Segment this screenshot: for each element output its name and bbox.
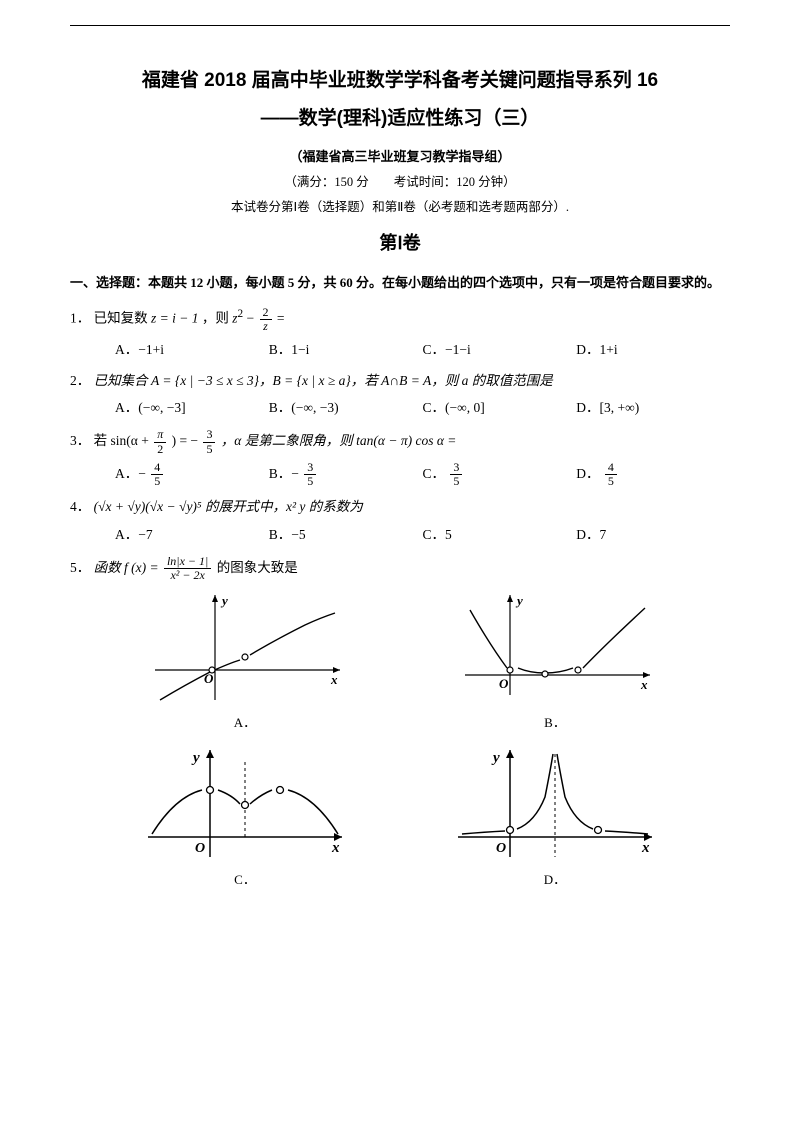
q2-opt-d: D．[3, +∞) [576,397,730,420]
gc-x: x [331,840,340,856]
q3b-pre: B．− [269,466,299,481]
q1-frac-num: 2 [260,306,272,320]
q2-num: 2． [70,373,90,388]
section-heading: 第Ⅰ卷 [70,228,730,259]
q1-opt-d: D．1+i [576,339,730,362]
q1-end: = [277,311,285,326]
q3-opt-d: D． 45 [576,461,730,488]
q4-opt-d: D．7 [576,524,730,547]
graph-d-svg: O x y [450,742,660,867]
q2-opt-c: C．(−∞, 0] [423,397,577,420]
q3c-den: 5 [450,475,462,488]
q3d-pre: D． [576,466,599,481]
q3c-num: 3 [450,461,462,475]
graph-b-svg: O x y [455,590,655,710]
q3-pre: 若 sin(α + [94,433,153,448]
ga-x: x [330,672,338,687]
ga-y: y [220,593,228,608]
q3d-den: 5 [605,475,617,488]
q1-mid: ，则 [202,311,232,326]
gd-x: x [641,840,650,856]
q3-mid2: ，α 是第二象限角，则 tan(α − π) cos α = [221,433,457,448]
gb-o: O [499,676,509,691]
gb-y: y [515,593,523,608]
q4-num: 4． [70,499,90,514]
q3b-num: 3 [304,461,316,475]
q3a-den: 5 [151,475,163,488]
subtitle: （福建省高三毕业班复习教学指导组） [70,146,730,168]
graph-a: O x y A． [145,590,345,734]
graph-d-label: D． [450,869,660,891]
graph-a-label: A． [145,712,345,734]
graph-b-label: B． [455,712,655,734]
q1-num: 1． [70,311,90,326]
q3-pi2-num: π [154,428,166,442]
q3-f35-num: 3 [203,428,215,442]
q3-mid1: ) = − [172,433,198,448]
graph-c-svg: O x y [140,742,350,867]
q3a-pre: A．− [115,466,146,481]
q2-text: 已知集合 A = {x | −3 ≤ x ≤ 3}，B = {x | x ≥ a… [94,373,553,388]
gc-y: y [191,750,200,766]
q2-opt-a: A．(−∞, −3] [115,397,269,420]
q3-opt-c: C． 35 [423,461,577,488]
q5-end: 的图象大致是 [217,560,298,575]
q1-zeq: z = i − 1 [151,311,198,326]
q3-num: 3． [70,433,90,448]
q5-fden: x² − 2x [164,569,211,582]
q3-f35: 3 5 [203,428,215,455]
q1-frac: 2 z [260,306,272,333]
q3b-den: 5 [304,475,316,488]
title-line1: 福建省 2018 届高中毕业班数学学科备考关键问题指导系列 16 [70,65,730,97]
q3-pi2-den: 2 [154,443,166,456]
graph-b: O x y B． [455,590,655,734]
gc-o: O [195,841,205,856]
q2-opt-b: B．(−∞, −3) [269,397,423,420]
q5-frac: ln|x − 1| x² − 2x [164,555,211,582]
section-instruction: 一、选择题：本题共 12 小题，每小题 5 分，共 60 分。在每小题给出的四个… [70,271,730,296]
q3-f35-den: 5 [203,443,215,456]
graph-a-svg: O x y [145,590,345,710]
gb-x: x [640,677,648,692]
q4-text: (√x + √y)(√x − √y)⁵ 的展开式中，x² y 的系数为 [94,499,363,514]
graph-d: O x y D． [450,742,660,891]
q1-opt-b: B．1−i [269,339,423,362]
paper-parts: 本试卷分第Ⅰ卷（选择题）和第Ⅱ卷（必考题和选考题两部分）. [70,197,730,218]
q3a-num: 4 [151,461,163,475]
question-5: 5． 函数 f (x) = ln|x − 1| x² − 2x 的图象大致是 [70,555,730,582]
graph-row-2: O x y C． O x y [70,742,730,891]
q3-opt-b: B．− 35 [269,461,423,488]
q3c-pre: C． [423,466,446,481]
q4-opt-b: B．−5 [269,524,423,547]
q4-opt-a: A．−7 [115,524,269,547]
graph-c: O x y C． [140,742,350,891]
title-line2: ——数学(理科)适应性练习（三） [70,103,730,135]
q3-opt-a: A．− 45 [115,461,269,488]
graph-row-1: O x y A． O x y B． [70,590,730,734]
q5-num: 5． [70,560,90,575]
q1-sup: 2 [238,308,244,320]
question-4: 4． (√x + √y)(√x − √y)⁵ 的展开式中，x² y 的系数为 A… [70,496,730,547]
gd-y: y [491,750,500,766]
score-time: （满分：150 分 考试时间：120 分钟） [70,172,730,193]
q4-opt-c: C．5 [423,524,577,547]
q5-pre: 函数 f (x) = [94,560,162,575]
q5-fnum: ln|x − 1| [164,555,211,569]
q1-opt-a: A．−1+i [115,339,269,362]
q1-opt-c: C．−1−i [423,339,577,362]
question-3: 3． 若 sin(α + π 2 ) = − 3 5 ，α 是第二象限角，则 t… [70,428,730,488]
question-1: 1． 已知复数 z = i − 1 ，则 z2 − 2 z = A．−1+i B… [70,305,730,361]
graph-c-label: C． [140,869,350,891]
q3d-num: 4 [605,461,617,475]
question-2: 2． 已知集合 A = {x | −3 ≤ x ≤ 3}，B = {x | x … [70,370,730,421]
q1-frac-den: z [260,320,272,333]
q1-minus: − [247,311,258,326]
q3-pi2: π 2 [154,428,166,455]
gd-o: O [496,841,506,856]
q1-text: 已知复数 [94,311,151,326]
